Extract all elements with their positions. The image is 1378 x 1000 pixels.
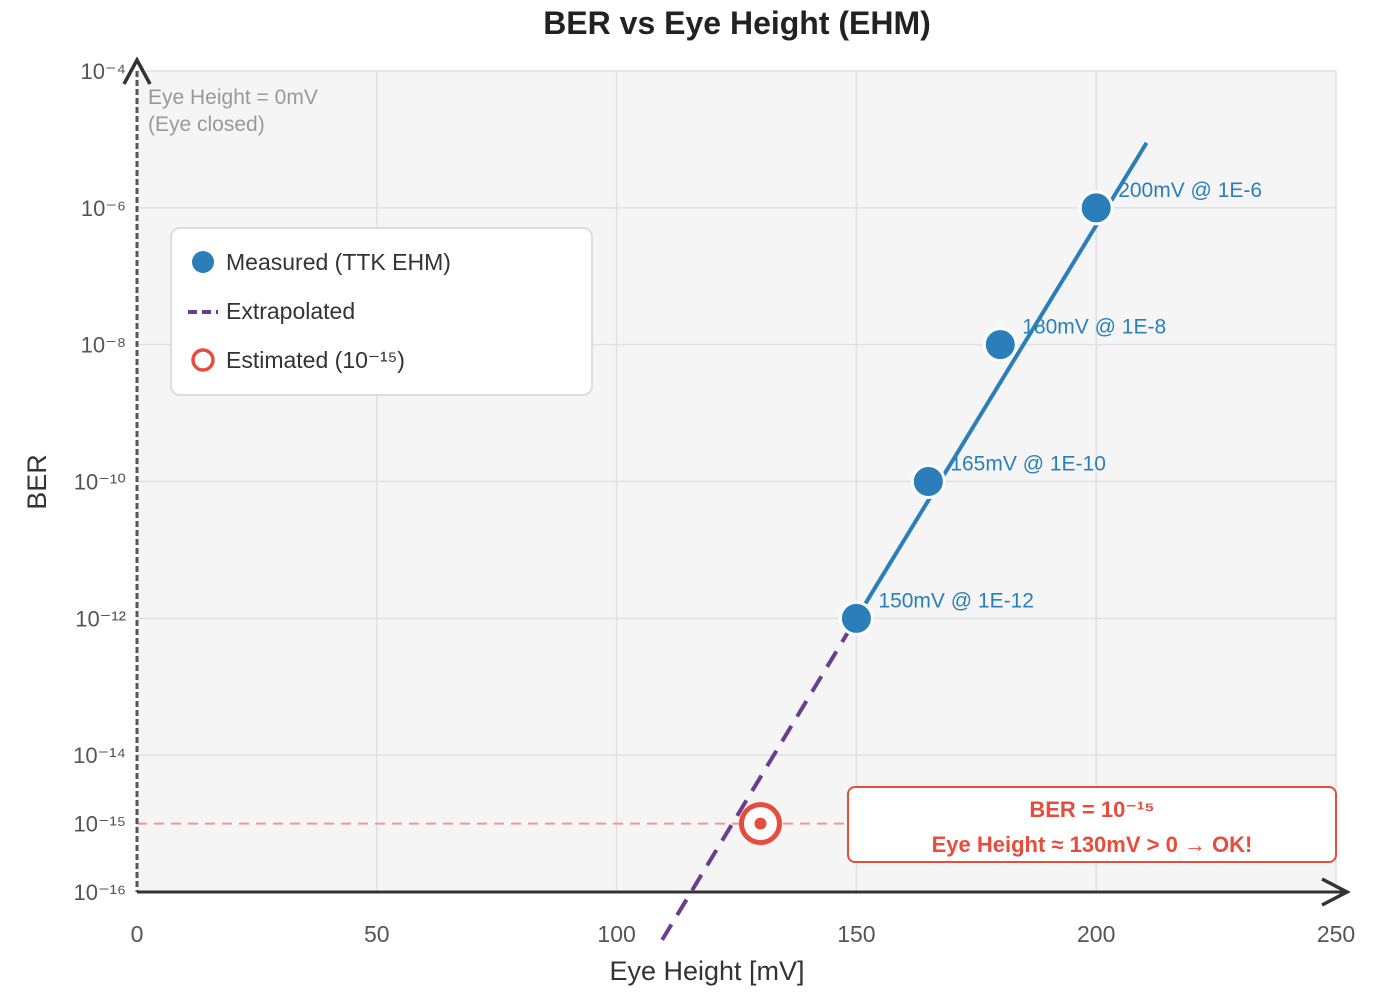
data-label: 150mV @ 1E-12	[878, 589, 1034, 612]
x-tick-label: 100	[597, 921, 635, 947]
eye-closed-annotation: Eye Height = 0mV	[148, 86, 318, 109]
plot-area: 0 50 100 150 200 250 10⁻⁴ 10⁻⁶ 10⁻⁸ 10⁻¹⁰ 10⁻¹² 10⁻…	[73, 56, 1355, 947]
eye-closed-annotation: (Eye closed)	[148, 113, 265, 136]
x-tick-label: 50	[364, 921, 390, 947]
y-tick-label: 10⁻¹⁴	[73, 743, 126, 768]
legend-estimated-icon	[191, 348, 215, 372]
measured-point	[910, 464, 946, 499]
chart-title: BER vs Eye Height (EHM)	[543, 5, 931, 41]
extrapolated-line	[660, 617, 859, 941]
y-tick-label: 10⁻¹²	[75, 606, 126, 631]
callout-box	[847, 786, 1337, 863]
x-tick-label: 0	[131, 921, 144, 947]
x-tick-label: 250	[1317, 921, 1355, 947]
estimated-point-dot	[754, 817, 767, 830]
y-tick-label: 10⁻¹⁵	[73, 812, 126, 837]
y-tick-label: 10⁻¹⁶	[74, 880, 126, 905]
callout-line-1: BER = 10⁻¹⁵	[1029, 797, 1154, 822]
y-tick-label: 10⁻⁴	[80, 59, 126, 84]
data-label: 200mV @ 1E-6	[1118, 179, 1262, 202]
legend-measured-icon	[192, 251, 214, 273]
x-axis-label: Eye Height [mV]	[609, 956, 804, 986]
y-axis-label: BER	[22, 454, 52, 510]
y-tick-label: 10⁻⁸	[81, 333, 126, 358]
measured-point	[982, 327, 1018, 363]
legend-label: Extrapolated	[226, 298, 355, 324]
y-tick-label: 10⁻¹⁰	[74, 470, 126, 495]
data-label: 180mV @ 1E-8	[1022, 316, 1166, 339]
y-tick-label: 10⁻⁶	[81, 196, 126, 221]
legend-label: Estimated (10⁻¹⁵)	[226, 347, 405, 373]
x-tick-label: 150	[837, 921, 875, 947]
measured-point	[1078, 190, 1114, 226]
legend	[170, 227, 593, 396]
y-axis-arrow-icon	[122, 56, 152, 85]
callout-line-2: Eye Height ≈ 130mV > 0 → OK!	[932, 832, 1253, 857]
x-axis-arrow-icon	[1321, 877, 1351, 907]
data-label: 165mV @ 1E-10	[950, 453, 1106, 476]
x-tick-label: 200	[1077, 921, 1115, 947]
legend-label: Measured (TTK EHM)	[226, 249, 451, 275]
measured-point	[838, 600, 874, 636]
